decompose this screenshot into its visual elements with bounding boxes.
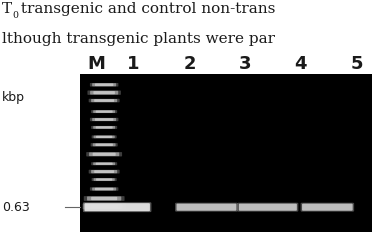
FancyBboxPatch shape — [83, 202, 151, 212]
FancyBboxPatch shape — [86, 152, 122, 157]
Text: M: M — [87, 55, 105, 73]
Text: 5: 5 — [351, 55, 363, 73]
FancyBboxPatch shape — [84, 196, 125, 201]
FancyBboxPatch shape — [301, 203, 354, 212]
FancyBboxPatch shape — [91, 143, 118, 146]
FancyBboxPatch shape — [91, 162, 117, 165]
FancyBboxPatch shape — [90, 187, 118, 191]
FancyBboxPatch shape — [92, 135, 117, 138]
FancyBboxPatch shape — [92, 178, 117, 181]
FancyBboxPatch shape — [89, 152, 119, 156]
FancyBboxPatch shape — [96, 163, 113, 165]
Text: 3: 3 — [238, 55, 251, 73]
FancyBboxPatch shape — [95, 118, 113, 121]
FancyBboxPatch shape — [93, 162, 115, 165]
FancyBboxPatch shape — [95, 188, 113, 190]
Text: 2: 2 — [183, 55, 196, 73]
FancyBboxPatch shape — [90, 91, 118, 95]
Text: transgenic and control non-trans: transgenic and control non-trans — [16, 2, 275, 16]
FancyBboxPatch shape — [91, 197, 117, 200]
FancyBboxPatch shape — [237, 203, 298, 212]
FancyBboxPatch shape — [93, 143, 116, 146]
FancyBboxPatch shape — [93, 153, 116, 156]
FancyBboxPatch shape — [89, 170, 120, 174]
FancyBboxPatch shape — [90, 83, 118, 87]
FancyBboxPatch shape — [175, 203, 238, 212]
FancyBboxPatch shape — [87, 196, 121, 201]
FancyBboxPatch shape — [87, 91, 121, 95]
FancyBboxPatch shape — [89, 99, 120, 102]
FancyBboxPatch shape — [90, 205, 118, 208]
FancyBboxPatch shape — [91, 170, 117, 173]
FancyBboxPatch shape — [177, 204, 237, 211]
FancyBboxPatch shape — [83, 204, 126, 209]
Text: 1: 1 — [127, 55, 140, 73]
FancyBboxPatch shape — [86, 204, 122, 209]
FancyBboxPatch shape — [93, 91, 115, 94]
Text: T: T — [2, 2, 12, 16]
FancyBboxPatch shape — [94, 170, 114, 173]
FancyBboxPatch shape — [94, 178, 115, 181]
FancyBboxPatch shape — [96, 178, 112, 181]
FancyBboxPatch shape — [90, 118, 118, 121]
Text: 4: 4 — [294, 55, 307, 73]
FancyBboxPatch shape — [93, 110, 115, 113]
FancyBboxPatch shape — [96, 143, 113, 146]
FancyBboxPatch shape — [96, 136, 112, 138]
Text: lthough transgenic plants were par: lthough transgenic plants were par — [2, 32, 275, 46]
FancyBboxPatch shape — [92, 83, 116, 86]
FancyBboxPatch shape — [96, 126, 113, 128]
FancyBboxPatch shape — [94, 135, 115, 138]
FancyBboxPatch shape — [95, 84, 113, 86]
FancyBboxPatch shape — [84, 203, 150, 211]
FancyBboxPatch shape — [302, 204, 353, 211]
Bar — [80, 74, 372, 232]
FancyBboxPatch shape — [239, 204, 297, 211]
FancyBboxPatch shape — [94, 99, 114, 102]
Text: 0: 0 — [12, 11, 18, 20]
FancyBboxPatch shape — [92, 118, 116, 121]
FancyBboxPatch shape — [93, 126, 115, 129]
Text: 0.63: 0.63 — [2, 201, 30, 214]
FancyBboxPatch shape — [91, 99, 117, 102]
FancyBboxPatch shape — [91, 126, 117, 129]
FancyBboxPatch shape — [92, 187, 116, 190]
FancyBboxPatch shape — [96, 110, 113, 113]
Text: kbp: kbp — [2, 91, 25, 104]
FancyBboxPatch shape — [91, 110, 117, 113]
